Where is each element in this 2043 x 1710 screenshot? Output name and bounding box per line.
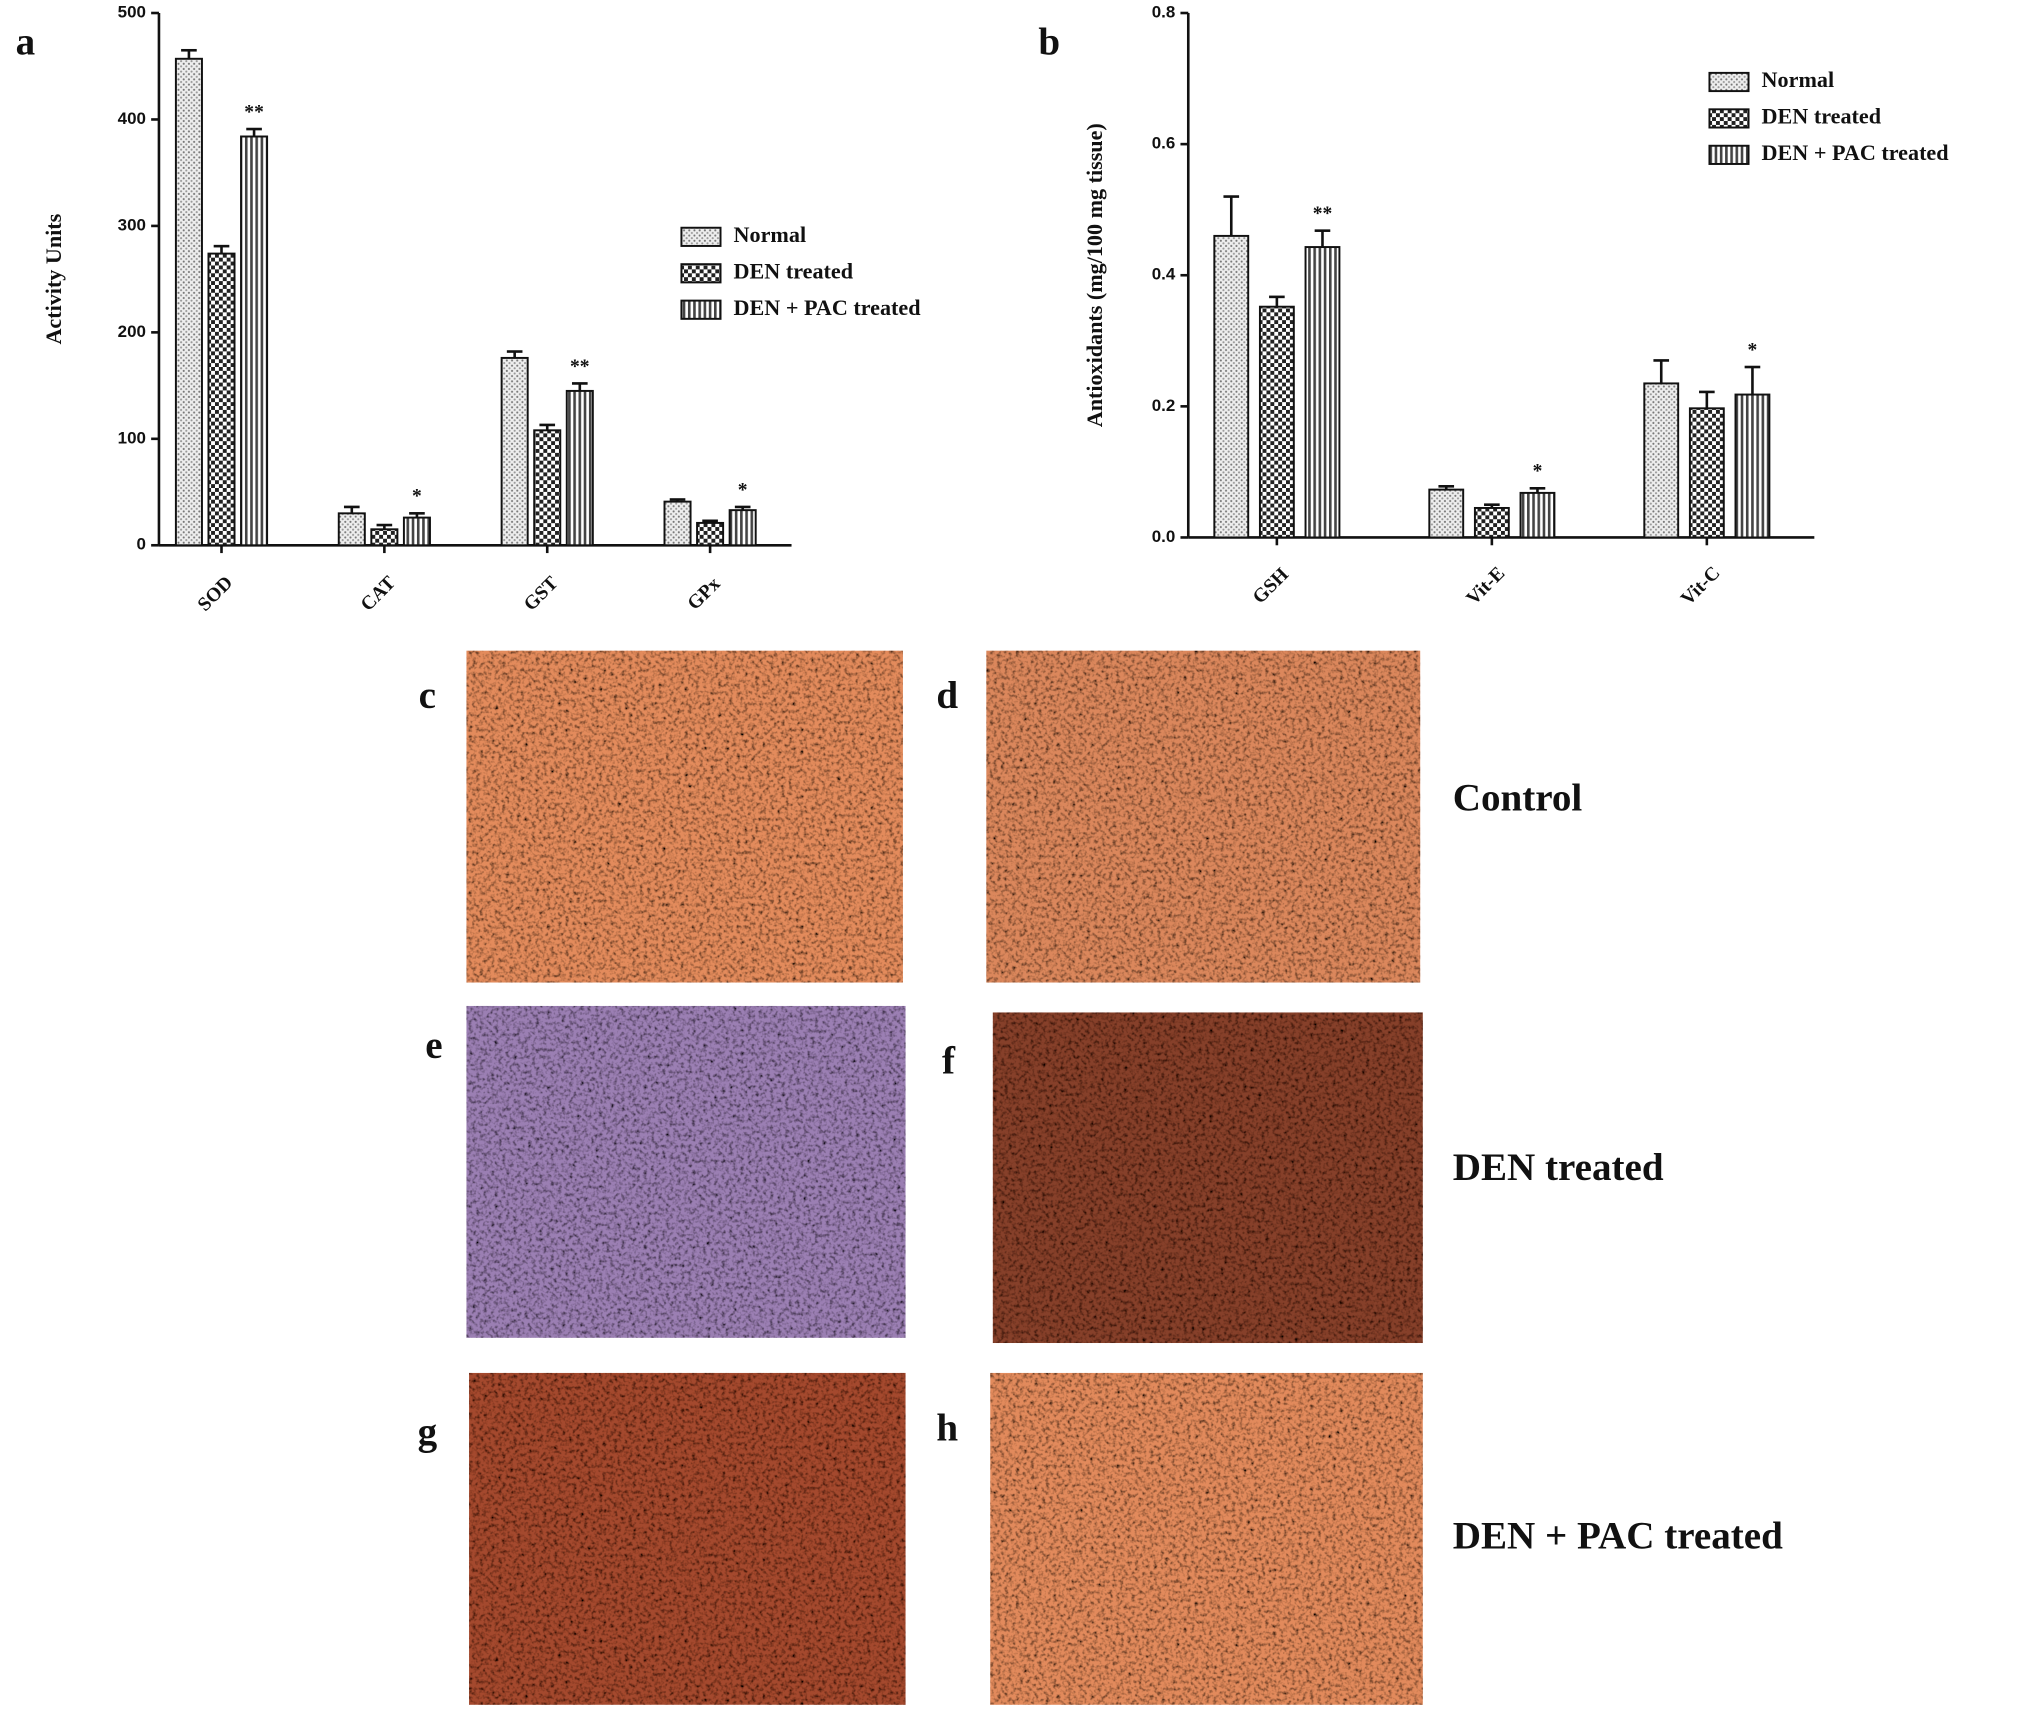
legend-label: Normal [1762,67,1835,92]
y-tick-label: 400 [118,109,146,128]
panel-label: d [936,674,958,717]
bar [728,509,757,547]
micrograph [986,650,1421,983]
bar [240,135,269,547]
legend-label: DEN treated [734,258,854,283]
y-axis-label: Antioxidants (mg/100 mg tissue) [1082,123,1107,427]
bar [1213,234,1250,539]
bar [1519,491,1556,539]
significance: ** [244,102,264,123]
bar [500,356,529,547]
panel-label: e [425,1024,442,1067]
significance: * [1748,340,1758,361]
panel-label: h [936,1406,958,1449]
panel-label: b [1038,21,1060,64]
y-tick-label: 300 [118,215,146,234]
y-tick-label: 0.2 [1152,396,1176,415]
y-tick-label: 0 [137,535,146,554]
x-tick-label: CAT [357,573,400,616]
x-tick-label: Vit-E [1463,563,1510,610]
legend-label: Normal [734,222,807,247]
bar [533,429,562,547]
bar [663,500,692,547]
legend-swatch [1708,71,1750,93]
micrograph [466,1005,906,1338]
bar [1643,382,1680,539]
x-tick-label: GPx [684,573,725,614]
y-tick-label: 500 [118,2,146,21]
bar [1734,393,1771,539]
bar [337,512,366,547]
significance: ** [1313,204,1333,225]
bar [402,516,431,547]
micrographs [466,650,1423,1705]
legend-label: DEN treated [1762,104,1882,129]
micrograph [992,1012,1423,1344]
micrograph [469,1372,906,1705]
group-label: DEN + PAC treated [1453,1515,1783,1558]
bar [1688,407,1725,539]
x-tick-label: Vit-C [1677,563,1724,610]
significance: * [738,480,748,501]
legend-label: DEN + PAC treated [734,295,922,320]
bar [207,252,236,547]
micrograph [466,650,903,983]
panel-label: f [942,1040,956,1083]
bar [174,57,203,547]
bar [1258,305,1295,539]
y-tick-label: 0.8 [1152,2,1176,21]
group-label: Control [1453,777,1583,820]
legend-swatch [1708,144,1750,165]
significance: * [1533,461,1543,482]
x-tick-label: GST [520,573,562,615]
micrograph [990,1372,1423,1705]
bar [1428,488,1465,539]
panel-label: a [16,21,36,64]
significance: ** [570,356,590,377]
y-tick-label: 0.6 [1152,134,1176,153]
legend-swatch [680,299,722,320]
legend-swatch [680,263,722,284]
y-tick-label: 200 [118,322,146,341]
bar [1473,506,1510,539]
significance: * [412,486,422,507]
x-tick-label: SOD [194,572,237,615]
legend-label: DEN + PAC treated [1762,140,1950,165]
panel-label: c [419,674,436,717]
y-axis-label: Activity Units [41,213,66,344]
x-tick-label: GSH [1249,564,1293,608]
bar [1304,246,1341,539]
y-tick-label: 0.4 [1152,265,1176,284]
group-label: DEN treated [1453,1146,1664,1189]
legend-swatch [1708,108,1750,129]
panel-label: g [418,1410,438,1453]
y-tick-label: 0.0 [1152,527,1176,546]
legend-swatch [680,226,722,247]
y-tick-label: 100 [118,428,146,447]
bar [565,389,594,547]
bar [370,528,399,547]
bar [696,521,725,547]
